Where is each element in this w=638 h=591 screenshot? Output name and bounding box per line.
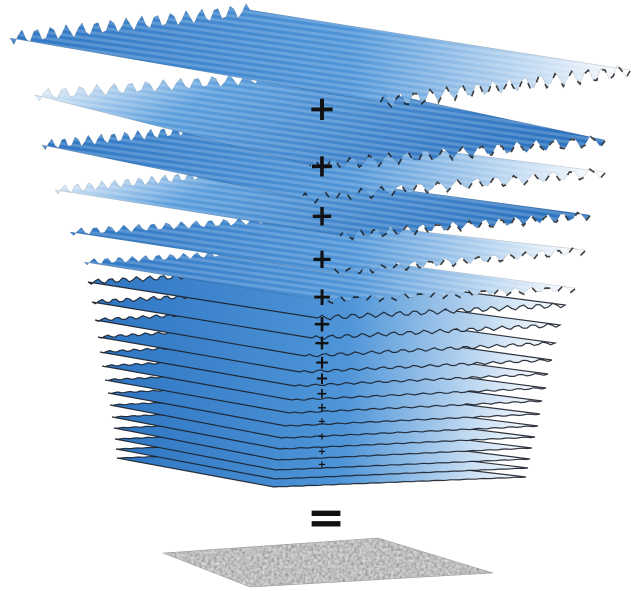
plus-sign: +	[318, 447, 326, 458]
plus-sign: +	[318, 432, 326, 443]
plus-sign: +	[311, 244, 334, 275]
plus-sign: +	[314, 353, 330, 374]
plus-sign: +	[318, 460, 326, 471]
layer-4	[54, 165, 591, 241]
plus-sign: +	[318, 417, 326, 428]
plus-sign: +	[308, 89, 337, 129]
layer-5	[69, 214, 586, 277]
layer-2	[34, 69, 606, 172]
equals-sign: =	[307, 490, 346, 544]
equals-group: =	[307, 490, 346, 544]
layer-stack	[9, 3, 631, 488]
plus-sign: +	[317, 400, 327, 414]
layer-6	[83, 246, 576, 305]
plus-sign: +	[312, 311, 331, 337]
plus-sign: +	[309, 147, 336, 184]
operator-column: +++++++++++++++	[308, 89, 337, 470]
plus-sign: +	[311, 282, 332, 311]
plus-sign: +	[315, 369, 329, 388]
layer-1	[9, 3, 631, 110]
plus-sign: +	[313, 330, 330, 354]
plus-sign: +	[310, 199, 335, 233]
plus-sign: +	[316, 386, 328, 402]
